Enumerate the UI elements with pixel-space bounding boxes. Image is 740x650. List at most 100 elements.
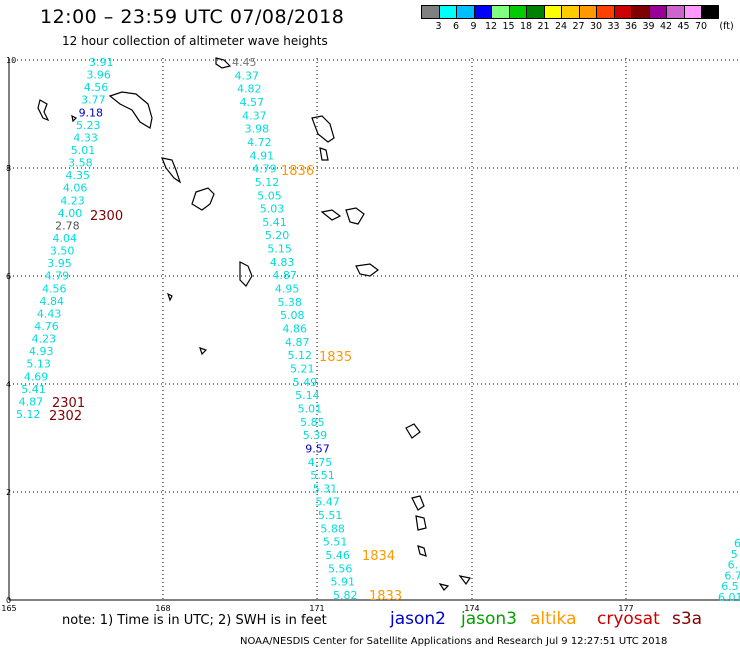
wave-height-value: 4.91 (250, 149, 274, 162)
color-scale-label: 45 (677, 21, 690, 32)
pass-time-label: 1834 (362, 549, 395, 564)
wave-height-value: 5.13 (26, 358, 51, 371)
color-scale-swatch (648, 5, 666, 19)
color-scale-swatch (438, 5, 456, 19)
color-scale-swatch (456, 5, 474, 19)
wave-height-value: 4.79 (45, 270, 70, 283)
wave-height-value: 5.88 (320, 522, 345, 535)
wave-height-value: 4.79 (252, 163, 277, 176)
wave-height-value: 5.51 (323, 536, 348, 549)
pass-time-label: 1835 (319, 350, 352, 365)
color-scale-label: 15 (502, 21, 515, 32)
wave-height-value: 4.06 (63, 182, 88, 195)
wave-height-value: 5.47 (315, 496, 340, 509)
island-outline (438, 583, 450, 591)
x-tick-label: 171 (309, 604, 324, 613)
satellite-legend-s3a: s3a (672, 609, 703, 629)
map-subtitle: 12 hour collection of altimeter wave hei… (62, 34, 328, 48)
wave-height-value: 6.7 (724, 569, 740, 582)
wave-height-value: 4.23 (32, 333, 57, 346)
grid-lines (9, 58, 740, 600)
color-scale-swatch (561, 5, 579, 19)
wave-height-value: 5.08 (280, 309, 305, 322)
y-tick-label: 4 (6, 380, 11, 389)
island-outline (215, 57, 232, 69)
wave-height-value: 3.96 (86, 69, 111, 82)
color-scale-label: 12 (484, 21, 498, 32)
island-outline (161, 157, 182, 184)
wave-height-value: 5.12 (16, 408, 41, 421)
island-outline (405, 423, 421, 439)
color-scale-swatch (631, 5, 649, 19)
wave-height-value: 5.51 (318, 509, 343, 522)
wave-height-value: 4.86 (283, 323, 308, 336)
wave-height-value: 5.91 (330, 576, 355, 589)
island-outline (37, 99, 50, 122)
island-outline (415, 515, 427, 531)
wave-height-value: 5.15 (267, 243, 292, 256)
wave-height-value: 3.50 (50, 245, 74, 258)
color-scale-swatch (421, 5, 439, 19)
wave-height-value: 4.69 (24, 370, 48, 383)
color-scale-swatch (526, 5, 544, 19)
y-tick-label: 10 (6, 56, 16, 65)
wave-height-value: 3.98 (245, 123, 270, 136)
map-title: 12:00 – 23:59 UTC 07/08/2018 (40, 6, 345, 28)
color-scale-label: 9 (470, 21, 477, 32)
color-scale-swatch (683, 5, 701, 19)
island-outline (71, 114, 78, 123)
y-tick-label: 2 (6, 488, 11, 497)
color-scale-label: 42 (659, 21, 673, 32)
wave-height-value: 4.95 (275, 283, 300, 296)
wave-height-value: 4.45 (232, 56, 257, 69)
island-outline (239, 261, 253, 287)
wave-height-value: 3.58 (68, 157, 93, 170)
pass-time-label: 2300 (90, 209, 123, 224)
satellite-legend-altika: altika (530, 609, 577, 629)
pass-time-label: 2302 (49, 409, 82, 424)
x-tick-label: 165 (1, 604, 16, 613)
wave-height-value: 4.75 (308, 456, 333, 469)
wave-height-value: 4.87 (272, 269, 297, 282)
island-outline (319, 147, 329, 161)
wave-height-value: 5.41 (262, 216, 287, 229)
color-scale-swatch (578, 5, 596, 19)
wave-height-value: 3.91 (89, 56, 114, 69)
x-tick-label: 174 (464, 604, 479, 613)
wave-height-value: 5.03 (260, 203, 285, 216)
wave-height-value: 9.57 (305, 442, 330, 455)
x-tick-label: 168 (155, 604, 170, 613)
wave-height-value: 5.51 (310, 469, 335, 482)
wave-height-value: 5.82 (333, 589, 358, 602)
wave-height-value: 4.23 (60, 194, 84, 207)
wave-height-value: 4.87 (285, 336, 310, 349)
color-scale-swatch (473, 5, 491, 19)
wave-height-value: 4.87 (19, 395, 44, 408)
y-tick-label: 0 (6, 596, 11, 605)
wave-height-value: 6. (728, 559, 739, 572)
island-outline (355, 263, 379, 277)
satellite-legend-cryosat: cryosat (597, 609, 660, 629)
wave-height-value: 4.76 (34, 320, 59, 333)
pass-time-label: 2301 (52, 396, 85, 411)
island-outline (199, 347, 208, 356)
island-outlines (37, 57, 471, 591)
wave-height-value: 5.41 (21, 383, 46, 396)
y-tick-label: 6 (6, 272, 11, 281)
color-scale-label: 70 (694, 21, 708, 32)
wave-height-value: 5.31 (313, 482, 338, 495)
wave-height-value: 5.39 (303, 429, 328, 442)
color-scale-label: 39 (642, 21, 655, 32)
color-scale-swatch (666, 5, 684, 19)
wave-height-value: 4.37 (235, 69, 260, 82)
footnote: note: 1) Time is in UTC; 2) SWH is in fe… (62, 613, 327, 628)
wave-height-value: 6.01 (718, 591, 740, 604)
wave-height-value: 5.12 (288, 349, 313, 362)
wave-height-value: 4.35 (66, 169, 91, 182)
color-scale-label: 6 (452, 21, 460, 32)
color-scale-label: 27 (572, 21, 585, 32)
color-scale-swatch (508, 5, 526, 19)
island-outline (166, 292, 173, 302)
